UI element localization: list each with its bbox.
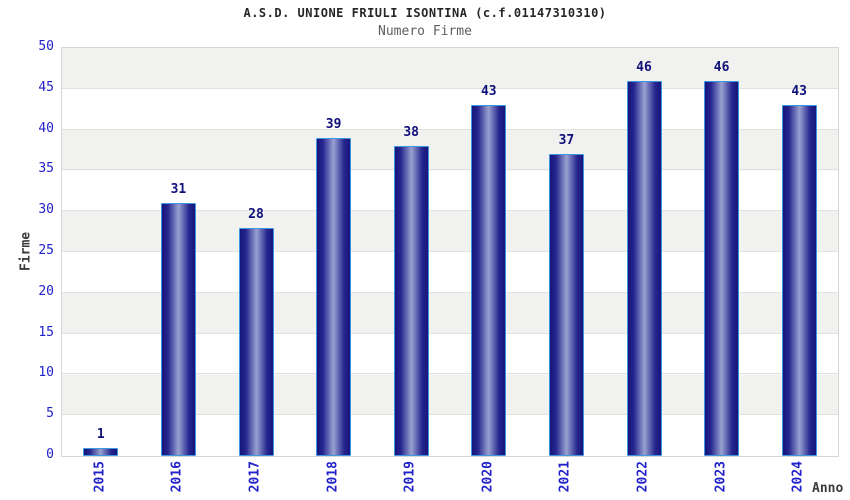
bar-value-label: 38 xyxy=(403,124,420,140)
x-tick-label: 2023 xyxy=(713,461,729,493)
plot-area: 1 31 28 39 38 43 37 46 46 43 xyxy=(61,47,839,457)
gridline xyxy=(62,291,838,293)
gridline xyxy=(62,332,838,334)
y-axis: 0 5 10 15 20 25 30 35 40 45 50 xyxy=(0,39,54,462)
y-tick-label: 25 xyxy=(38,243,54,258)
bar-2021 xyxy=(548,154,584,456)
bar-value-label: 46 xyxy=(713,59,730,75)
gridline xyxy=(62,128,838,130)
gridline xyxy=(62,251,838,252)
gridline xyxy=(62,87,838,89)
bar-2024 xyxy=(781,105,817,456)
x-tick-label: 2017 xyxy=(247,461,263,493)
x-tick-label: 2021 xyxy=(557,461,573,493)
y-tick-label: 15 xyxy=(38,324,54,340)
bar-2017 xyxy=(238,227,274,456)
bar-value-label: 1 xyxy=(96,426,105,442)
y-tick-label: 40 xyxy=(38,120,54,136)
bar-2016 xyxy=(160,203,196,456)
bar-value-label: 39 xyxy=(325,116,342,132)
x-tick-label: 2022 xyxy=(635,461,651,493)
y-tick-label: 0 xyxy=(46,447,54,462)
gridline xyxy=(62,169,838,171)
chart-title: A.S.D. UNIONE FRIULI ISONTINA (c.f.01147… xyxy=(243,6,607,20)
x-axis-title: Anno xyxy=(812,481,844,496)
bar-value-label: 43 xyxy=(480,84,497,100)
y-tick-label: 50 xyxy=(38,39,54,54)
bar-value-label: 31 xyxy=(170,182,187,198)
bar-value-label: 46 xyxy=(636,59,652,75)
x-tick-label: 2016 xyxy=(169,461,185,493)
gridline xyxy=(62,210,838,212)
bar-2018 xyxy=(316,137,352,456)
y-tick-label: 45 xyxy=(38,79,54,95)
y-tick-label: 30 xyxy=(38,202,54,218)
bar-value-label: 28 xyxy=(248,206,264,222)
bar-2020 xyxy=(471,105,507,456)
bar-2022 xyxy=(626,80,662,456)
x-tick-label: 2015 xyxy=(92,461,108,493)
chart-subtitle: Numero Firme xyxy=(378,24,472,39)
bar-value-label: 37 xyxy=(558,133,575,149)
bar-value-label: 43 xyxy=(791,84,808,100)
bar-2015 xyxy=(83,447,119,456)
bar-2019 xyxy=(393,145,429,456)
y-tick-label: 10 xyxy=(38,365,54,381)
x-tick-label: 2024 xyxy=(790,461,806,493)
y-tick-label: 35 xyxy=(38,161,54,177)
x-tick-label: 2018 xyxy=(325,461,341,493)
y-tick-label: 20 xyxy=(38,283,54,299)
bar-2023 xyxy=(704,80,740,456)
x-tick-label: 2019 xyxy=(402,461,418,493)
gridline xyxy=(62,414,838,416)
y-tick-label: 5 xyxy=(46,406,54,422)
gridline xyxy=(62,373,838,375)
x-axis: 2015 2016 2017 2018 2019 2020 2021 2022 2023 2024 xyxy=(61,461,837,499)
x-tick-label: 2020 xyxy=(480,461,496,493)
